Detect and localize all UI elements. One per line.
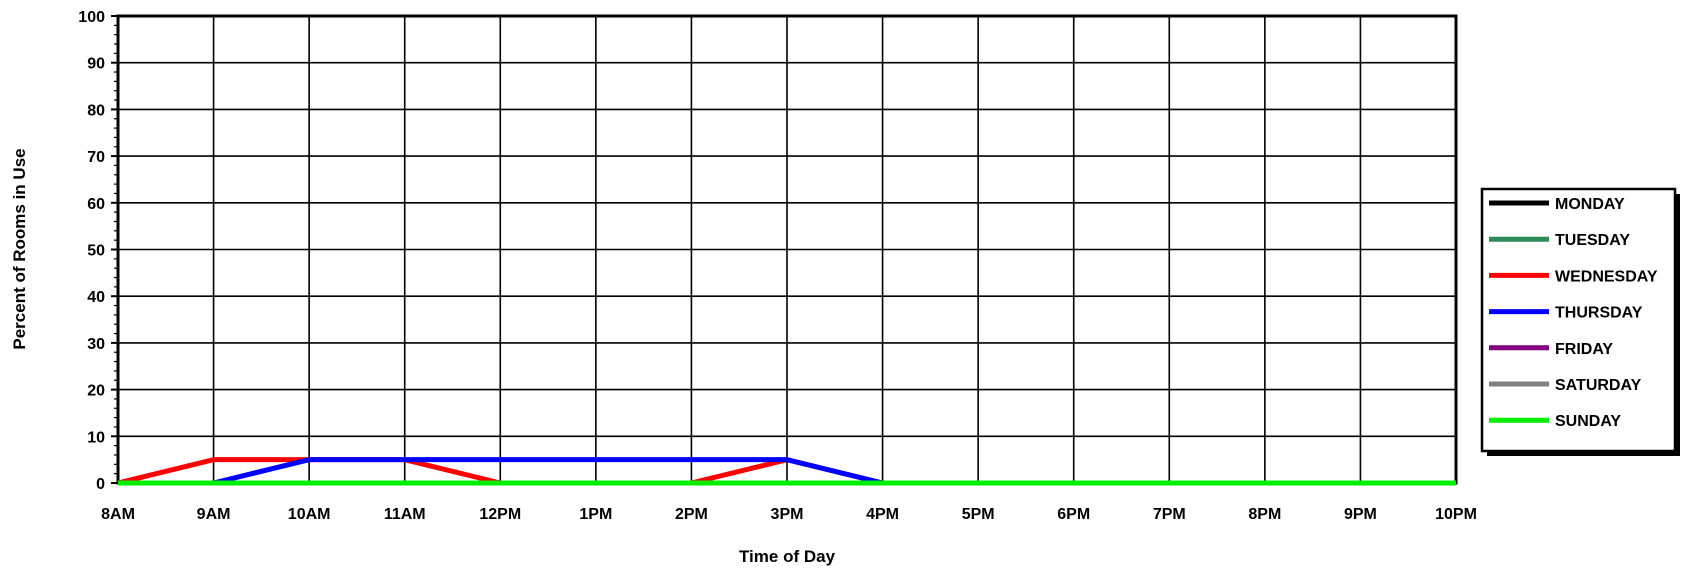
x-tick-label: 10PM [1435,506,1477,523]
x-tick-label: 8AM [101,506,135,523]
x-tick-label: 7PM [1153,506,1186,523]
y-tick-label: 40 [87,289,105,306]
y-tick-label: 30 [87,336,105,353]
y-tick-label: 80 [87,102,105,119]
x-tick-label: 5PM [962,506,995,523]
y-tick-label: 20 [87,383,105,400]
y-tick-label: 10 [87,429,105,446]
y-tick-label: 50 [87,243,105,260]
x-tick-label: 9PM [1344,506,1377,523]
grid-layer [118,16,1456,483]
y-tick-label: 70 [87,149,105,166]
y-tick-label: 100 [78,9,105,26]
legend-label-saturday: SATURDAY [1555,377,1642,394]
x-axis-title: Time of Day [739,547,836,566]
x-tick-label: 11AM [384,506,426,523]
y-tick-labels: 0 10 20 30 40 50 60 70 80 90 100 [78,9,105,493]
x-tick-label: 1PM [579,506,612,523]
minor-ticks [111,15,118,484]
legend-label-tuesday: TUESDAY [1555,232,1630,249]
legend-label-friday: FRIDAY [1555,341,1613,358]
x-tick-label: 4PM [866,506,899,523]
legend-label-monday: MONDAY [1555,196,1625,213]
legend-items: MONDAY TUESDAY WEDNESDAY THURSDAY FRIDAY SATU… [1489,196,1658,430]
y-axis-title: Percent of Rooms in Use [10,148,29,349]
legend: MONDAY TUESDAY WEDNESDAY THURSDAY FRIDAY SATU… [1480,187,1680,456]
y-tick-label: 90 [87,56,105,73]
y-tick-label: 0 [96,476,105,493]
legend-label-wednesday: WEDNESDAY [1555,268,1658,285]
x-tick-label: 3PM [771,506,804,523]
x-tick-label: 2PM [675,506,708,523]
x-tick-label: 8PM [1248,506,1281,523]
series-layer [117,457,1456,486]
x-tick-label: 9AM [197,506,231,523]
y-tick-label: 60 [87,196,105,213]
x-tick-label: 12PM [479,506,521,523]
x-tick-label: 10AM [288,506,331,523]
x-tick-label: 6PM [1057,506,1090,523]
legend-label-thursday: THURSDAY [1555,305,1643,322]
legend-label-sunday: SUNDAY [1555,413,1621,430]
x-tick-labels: 8AM 9AM 10AM 11AM 12PM 1PM 2PM 3PM 4PM 5PM 6PM 7PM 8… [101,506,1477,523]
legend-box [1480,187,1677,453]
